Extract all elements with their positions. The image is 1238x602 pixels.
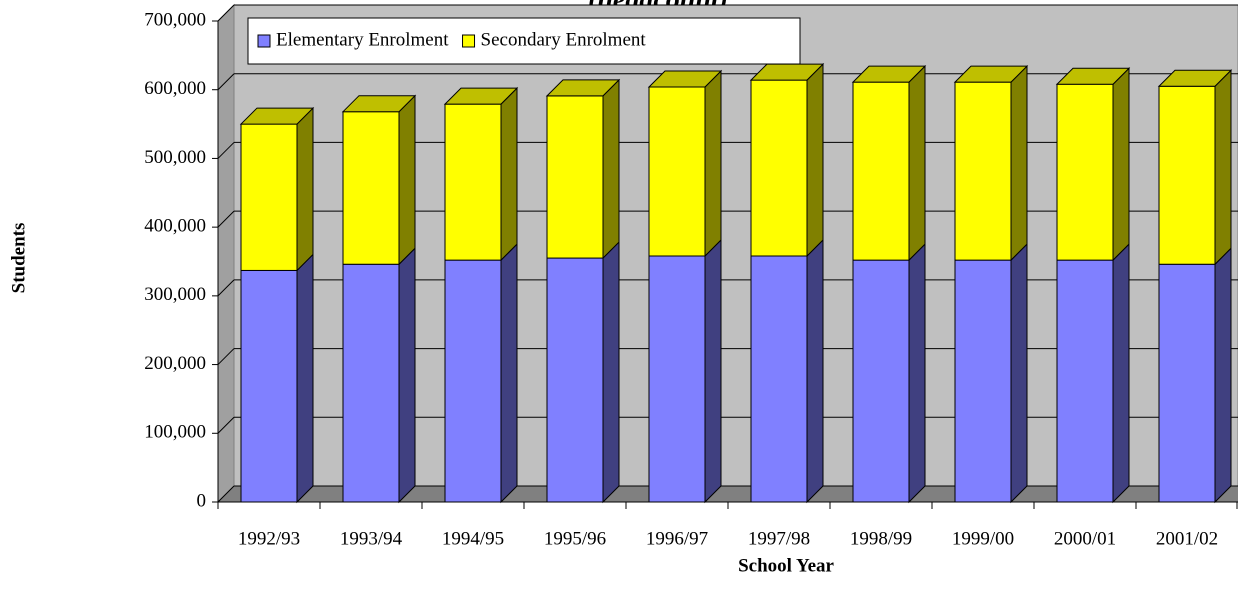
bar (240, 269, 298, 503)
bar-top (953, 65, 1029, 83)
grid-line (217, 142, 235, 159)
grid-line (217, 485, 235, 503)
bar (546, 257, 604, 503)
x-axis-label: School Year (738, 555, 834, 576)
x-tick-label: 1997/98 (748, 528, 810, 549)
bar-side (1010, 64, 1028, 262)
legend-swatch (257, 34, 271, 48)
y-tick-label: 200,000 (144, 353, 206, 374)
bar-side (398, 247, 416, 504)
x-tick-label: 1996/97 (646, 528, 708, 549)
bar (1056, 83, 1114, 261)
legend-label: Secondary Enrolment (481, 29, 647, 50)
x-tick-label: 1992/93 (238, 528, 300, 549)
bar-side (1214, 247, 1232, 504)
bar (750, 255, 808, 503)
bar-side (704, 69, 722, 258)
x-tick-label: 1993/94 (340, 528, 403, 549)
bar (1056, 259, 1114, 503)
x-tick-label: 1994/95 (442, 528, 504, 549)
bar (750, 79, 808, 257)
y-axis-label: Students (8, 223, 29, 294)
bar (1158, 85, 1216, 265)
bar-side (296, 253, 314, 504)
bar-top (1055, 67, 1131, 85)
y-tick-label: 500,000 (144, 147, 206, 168)
grid-line (217, 210, 235, 228)
y-tick-label: 400,000 (144, 216, 206, 237)
bar (342, 263, 400, 503)
bar-side (1214, 69, 1232, 266)
bar (240, 123, 298, 271)
legend-swatch (462, 34, 476, 48)
bar-side (398, 94, 416, 266)
y-tick-label: 300,000 (144, 284, 206, 305)
bar (954, 259, 1012, 503)
x-tick-label: 2000/01 (1054, 528, 1116, 549)
grid-line (217, 279, 235, 297)
bar-side (806, 62, 824, 258)
bar-top (341, 95, 417, 113)
bar (444, 103, 502, 261)
legend-box (247, 17, 801, 65)
x-tick-label: 2001/02 (1156, 528, 1218, 549)
grid-line (217, 73, 235, 91)
bar-side (908, 242, 926, 504)
bar-side (296, 106, 314, 272)
x-tick-label: 1999/00 (952, 528, 1014, 549)
side-wall (217, 3, 235, 504)
bar-side (1112, 242, 1130, 504)
bar (1158, 263, 1216, 503)
bar-side (908, 64, 926, 262)
bar (546, 95, 604, 259)
bar-top (647, 70, 723, 88)
y-tick-label: 0 (197, 490, 207, 511)
bar-side (602, 240, 620, 504)
bar (648, 86, 706, 257)
bar-top (1157, 69, 1233, 87)
bar-top (749, 63, 825, 81)
bar-top (239, 107, 315, 125)
y-tick-label: 100,000 (144, 422, 206, 443)
grid-line (217, 348, 235, 365)
bar-side (500, 242, 518, 504)
bar (342, 111, 400, 265)
grid-line (217, 416, 235, 434)
x-tick-label: 1995/96 (544, 528, 606, 549)
grid-line (217, 4, 235, 22)
bar (648, 255, 706, 503)
bar-top (545, 79, 621, 97)
bar-side (500, 86, 518, 262)
bar-top (851, 65, 927, 83)
y-tick-label: 600,000 (144, 78, 206, 99)
bar (852, 259, 910, 503)
bar (852, 81, 910, 261)
legend-label: Elementary Enrolment (276, 29, 449, 50)
bar-side (806, 238, 824, 504)
bar-side (1112, 67, 1130, 262)
bar-top (443, 87, 519, 105)
bar (444, 259, 502, 503)
x-tick-label: 1998/99 (850, 528, 912, 549)
bar-side (704, 238, 722, 504)
bar-side (1010, 242, 1028, 504)
bar (954, 81, 1012, 261)
bar-side (602, 78, 620, 260)
y-tick-label: 700,000 (144, 9, 206, 30)
